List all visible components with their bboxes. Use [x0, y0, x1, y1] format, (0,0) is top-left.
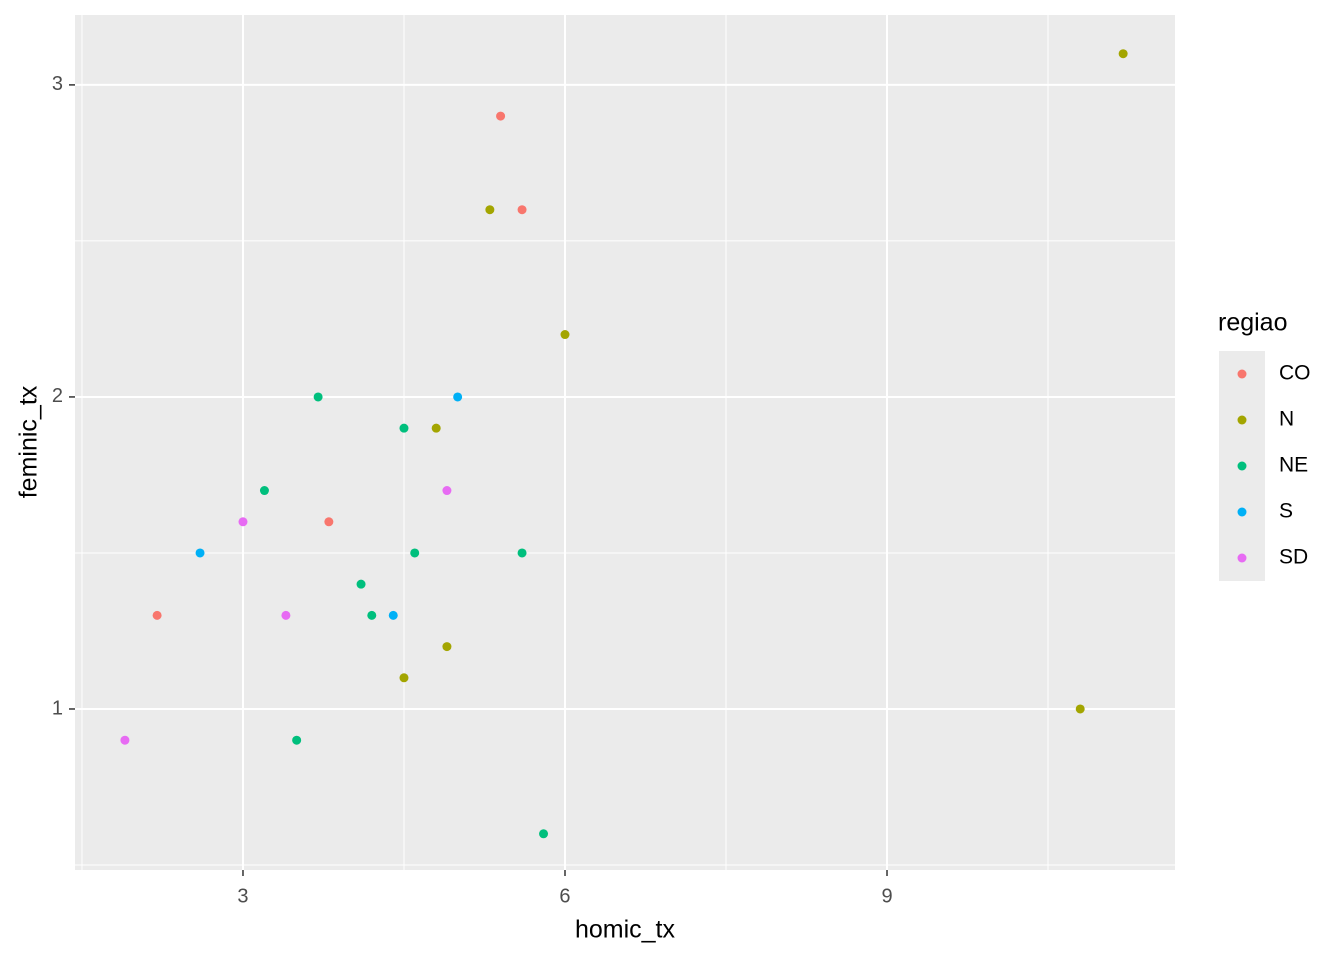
panel — [75, 15, 1175, 870]
legend-key — [1237, 461, 1247, 471]
x-tick-label: 9 — [881, 885, 892, 907]
legend-title: regiao — [1218, 309, 1288, 337]
point — [517, 205, 527, 215]
point — [485, 205, 495, 215]
legend-label: CO — [1279, 362, 1311, 385]
y-tick-label: 2 — [52, 385, 63, 407]
point — [410, 548, 420, 558]
point — [313, 392, 323, 402]
x-axis-title: homic_tx — [575, 916, 676, 944]
point — [399, 673, 409, 683]
point — [442, 486, 452, 496]
legend-key — [1237, 507, 1247, 517]
y-tick-label: 1 — [52, 697, 63, 719]
legend-key — [1237, 369, 1247, 379]
point — [367, 610, 377, 620]
legend-key — [1237, 415, 1247, 425]
point — [259, 486, 269, 496]
point — [1075, 704, 1085, 714]
point — [539, 829, 549, 839]
legend-label: SD — [1279, 546, 1308, 569]
y-axis-title: feminic_tx — [15, 385, 43, 498]
point — [292, 735, 302, 745]
legend-label: NE — [1279, 454, 1308, 477]
point — [431, 423, 441, 433]
point — [120, 735, 130, 745]
point — [195, 548, 205, 558]
point — [517, 548, 527, 558]
legend-label: N — [1279, 408, 1294, 431]
legend-label: S — [1279, 500, 1293, 523]
point — [388, 610, 398, 620]
x-tick-label: 6 — [559, 885, 570, 907]
x-tick-label: 3 — [237, 885, 248, 907]
point — [356, 579, 366, 589]
legend-key — [1237, 553, 1247, 563]
point — [238, 517, 248, 527]
point — [324, 517, 334, 527]
point — [152, 610, 162, 620]
point — [1118, 49, 1128, 59]
point — [496, 111, 506, 121]
point — [442, 642, 452, 652]
point — [399, 423, 409, 433]
point — [453, 392, 463, 402]
y-tick-label: 3 — [52, 73, 63, 95]
point — [560, 330, 570, 340]
point — [281, 610, 291, 620]
